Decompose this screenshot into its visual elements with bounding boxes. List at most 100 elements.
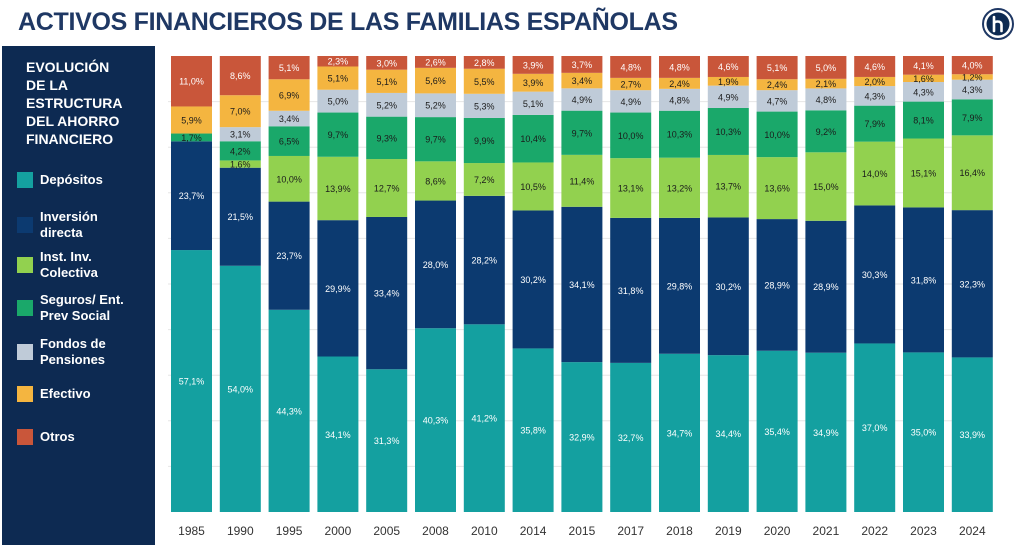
data-label: 30,3%: [862, 270, 888, 280]
bar-segment: [610, 112, 652, 159]
data-label: 13,6%: [764, 184, 790, 194]
x-tick-label: 2019: [715, 524, 742, 538]
data-label: 8,1%: [913, 116, 934, 126]
bar-segment: [707, 107, 749, 155]
data-label: 30,2%: [520, 275, 546, 285]
bar-segment: [512, 56, 554, 74]
data-label: 35,8%: [520, 426, 546, 436]
data-label: 4,9%: [620, 97, 641, 107]
data-label: 13,1%: [618, 184, 644, 194]
data-label: 10,3%: [667, 130, 693, 140]
data-label: 34,4%: [716, 429, 742, 439]
data-label: 10,5%: [520, 182, 546, 192]
data-label: 14,0%: [862, 169, 888, 179]
data-label: 31,3%: [374, 436, 400, 446]
subtitle-line: DEL AHORRO: [26, 113, 120, 129]
bar-segment: [951, 135, 993, 211]
x-tick-label: 2000: [325, 524, 352, 538]
x-tick-label: 2024: [959, 524, 986, 538]
data-label: 5,1%: [279, 63, 300, 73]
data-label: 2,4%: [669, 79, 690, 89]
bar-segment: [561, 206, 603, 363]
bar-segment: [268, 110, 310, 127]
data-label: 1,7%: [181, 133, 202, 143]
data-label: 5,2%: [376, 100, 397, 110]
bar-segment: [854, 105, 896, 142]
data-label: 1,9%: [718, 77, 739, 87]
legend-item-efectivo: Efectivo: [17, 386, 140, 402]
bar-segment: [463, 163, 505, 196]
sidebar: EVOLUCIÓN DE LA ESTRUCTURA DEL AHORRO FI…: [2, 46, 155, 545]
data-label: 4,9%: [572, 95, 593, 105]
bar-segment: [951, 56, 993, 75]
data-label: 10,4%: [520, 134, 546, 144]
data-label: 5,1%: [767, 63, 788, 73]
data-label: 23,7%: [276, 251, 302, 261]
bar-segment: [805, 220, 847, 353]
bar-segment: [463, 68, 505, 94]
data-label: 5,1%: [376, 77, 397, 87]
data-label: 9,7%: [425, 135, 446, 145]
bar-segment: [805, 110, 847, 153]
data-label: 23,7%: [179, 191, 205, 201]
bar-segment: [366, 216, 408, 370]
data-label: 4,2%: [230, 146, 251, 156]
bar-segment: [463, 324, 505, 512]
data-label: 30,2%: [716, 282, 742, 292]
x-tick-label: 2005: [373, 524, 400, 538]
legend-swatch: [17, 386, 33, 402]
data-label: 8,6%: [230, 71, 251, 81]
data-label: 13,7%: [716, 182, 742, 192]
bar-segment: [707, 56, 749, 77]
data-label: 10,0%: [276, 174, 302, 184]
data-label: 41,2%: [472, 414, 498, 424]
bar-segment: [219, 160, 261, 168]
data-label: 12,7%: [374, 184, 400, 194]
data-label: 35,0%: [911, 428, 937, 438]
data-label: 1,6%: [230, 160, 251, 170]
data-label: 13,2%: [667, 183, 693, 193]
bar-segment: [415, 93, 456, 118]
data-label: 1,2%: [962, 72, 983, 82]
data-label: 32,7%: [618, 433, 644, 443]
data-label: 35,4%: [764, 427, 790, 437]
x-tick-label: 2008: [422, 524, 449, 538]
data-label: 2,0%: [864, 77, 885, 87]
x-tick-label: 2017: [617, 524, 644, 538]
bar-segment: [366, 92, 408, 117]
bar-segment: [512, 91, 554, 115]
data-label: 9,7%: [572, 128, 593, 138]
data-label: 2,1%: [816, 79, 837, 89]
x-tick-label: 2020: [764, 524, 791, 538]
data-label: 16,4%: [960, 168, 986, 178]
data-label: 7,0%: [230, 107, 251, 117]
data-label: 4,8%: [669, 62, 690, 72]
data-label: 4,8%: [620, 62, 641, 72]
bar-segment: [903, 352, 944, 512]
bar-segment: [951, 79, 993, 100]
bar-segment: [610, 77, 652, 91]
bar-segment: [171, 133, 212, 142]
data-label: 37,0%: [862, 423, 888, 433]
bar-segment: [659, 77, 700, 89]
bar-segment: [659, 217, 700, 354]
bar-segment: [707, 355, 749, 512]
bar-segment: [512, 348, 554, 512]
data-label: 21,5%: [228, 212, 254, 222]
bar-segment: [268, 309, 310, 512]
data-label: 34,1%: [325, 430, 351, 440]
data-label: 28,2%: [472, 256, 498, 266]
bar-segment: [756, 157, 798, 220]
data-label: 28,0%: [423, 260, 449, 270]
bar-segment: [805, 152, 847, 221]
bar-segment: [610, 56, 652, 78]
data-label: 2,4%: [767, 80, 788, 90]
bar-segment: [903, 56, 944, 75]
bar-segment: [561, 110, 603, 155]
bar-segment: [659, 110, 700, 158]
bar-segment: [366, 159, 408, 217]
data-label: 5,0%: [328, 97, 349, 107]
data-label: 54,0%: [228, 384, 254, 394]
bar-segment: [951, 99, 993, 136]
data-label: 5,2%: [425, 101, 446, 111]
